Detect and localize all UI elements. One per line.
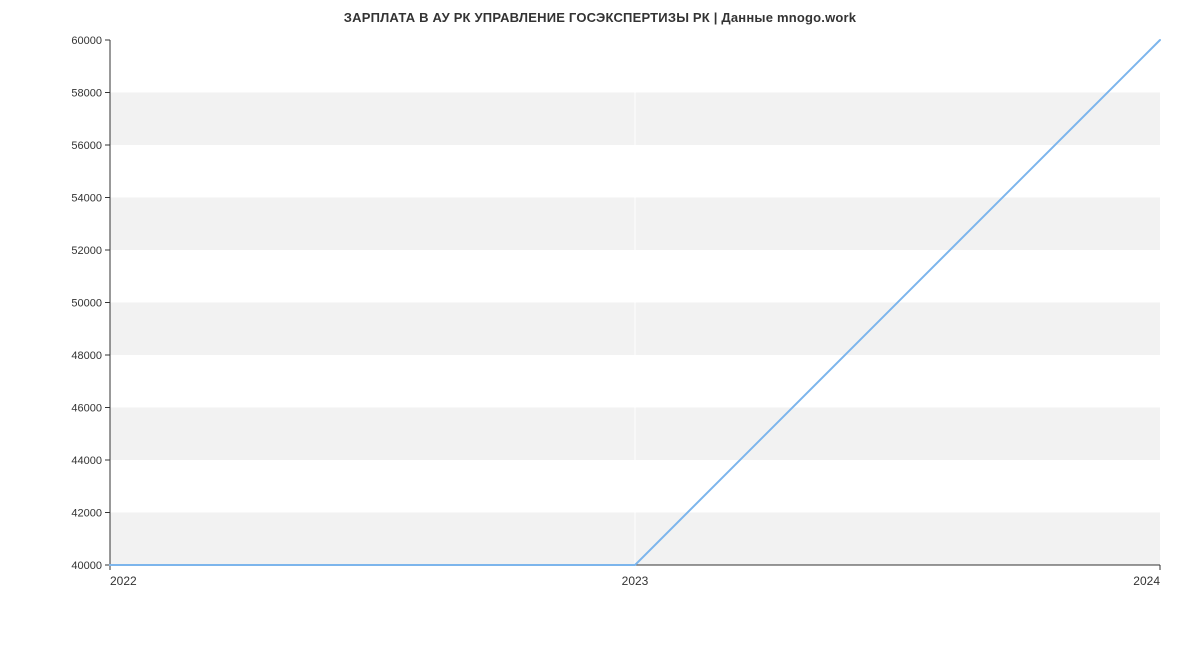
y-tick-label: 60000 — [71, 35, 102, 47]
y-tick-label: 46000 — [71, 403, 102, 415]
x-tick-label: 2024 — [1133, 574, 1160, 588]
y-tick-label: 44000 — [71, 455, 102, 467]
y-tick-label: 58000 — [71, 88, 102, 100]
y-tick-label: 48000 — [71, 350, 102, 362]
y-tick-label: 40000 — [71, 560, 102, 572]
y-tick-label: 50000 — [71, 298, 102, 310]
y-tick-label: 54000 — [71, 193, 102, 205]
y-tick-label: 42000 — [71, 508, 102, 520]
line-chart: 40000 42000 44000 46000 48000 50000 52000 54000… — [0, 0, 1200, 650]
chart-container: ЗАРПЛАТА В АУ РК УПРАВЛЕНИЕ ГОСЭКСПЕРТИЗ… — [0, 0, 1200, 650]
x-tick-label: 2023 — [622, 574, 649, 588]
x-tick-label: 2022 — [110, 574, 137, 588]
y-tick-label: 52000 — [71, 245, 102, 257]
y-tick-label: 56000 — [71, 140, 102, 152]
